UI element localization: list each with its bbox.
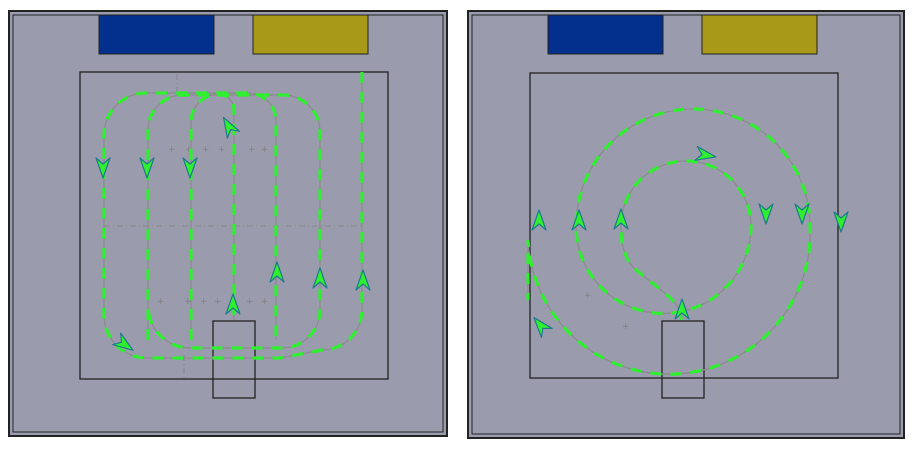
- direction-arrows: [531, 145, 849, 338]
- arrowhead-icon: [571, 209, 587, 231]
- svg-text:+: +: [218, 145, 226, 155]
- boustrophedon-diagram: + + + + + + + + + + + +: [8, 10, 448, 437]
- arrowhead-icon: [833, 211, 849, 233]
- blue-block: [98, 14, 215, 55]
- svg-text:+: +: [261, 145, 269, 155]
- arrowhead-icon: [694, 145, 717, 161]
- left-panel: + + + + + + + + + + + +: [8, 10, 448, 437]
- work-area: [529, 72, 839, 379]
- svg-text:+: +: [584, 291, 592, 301]
- room-inner-frame: [12, 14, 444, 433]
- right-panel: + +: [459, 0, 919, 465]
- work-area: [79, 71, 389, 380]
- svg-text:+: +: [185, 145, 193, 155]
- arrowhead-icon: [613, 208, 629, 230]
- svg-text:+: +: [248, 145, 256, 155]
- arrowhead-icon: [355, 269, 371, 291]
- blue-block: [547, 14, 664, 55]
- arrowhead-icon: [269, 261, 285, 283]
- svg-text:+: +: [202, 145, 210, 155]
- room-inner-frame: [471, 14, 901, 435]
- svg-text:+: +: [261, 297, 269, 307]
- direction-arrows: [95, 116, 371, 351]
- arrowhead-icon: [758, 203, 774, 225]
- svg-text:+: +: [157, 297, 165, 307]
- svg-text:+: +: [214, 297, 222, 307]
- spiral-diagram: ++: [467, 10, 905, 439]
- svg-text:+: +: [246, 297, 254, 307]
- yellow-block: [252, 14, 369, 55]
- svg-text:+: +: [168, 145, 176, 155]
- arrowhead-icon: [222, 116, 241, 139]
- yellow-block: [701, 14, 818, 55]
- dock-station: [661, 320, 705, 399]
- grid-marks: ++: [584, 291, 630, 332]
- arrowhead-icon: [182, 157, 198, 179]
- arrowhead-icon: [794, 203, 810, 225]
- boustrophedon-path-dashes: [102, 72, 364, 360]
- arrowhead-icon: [139, 157, 155, 179]
- svg-text:+: +: [200, 297, 208, 307]
- svg-text:+: +: [622, 322, 630, 332]
- svg-text:+: +: [184, 297, 192, 307]
- grid-marks: + + + + + + + + + + + +: [157, 145, 269, 307]
- arrowhead-icon: [312, 267, 328, 289]
- spiral-path-dashes: [526, 107, 812, 376]
- arrowhead-icon: [531, 209, 547, 231]
- arrowhead-icon: [225, 293, 241, 315]
- arrowhead-icon: [95, 157, 111, 179]
- arrowhead-icon: [112, 332, 134, 351]
- room-outer-frame: [8, 10, 448, 437]
- arrowhead-icon: [674, 298, 690, 320]
- arrowhead-icon: [533, 316, 553, 338]
